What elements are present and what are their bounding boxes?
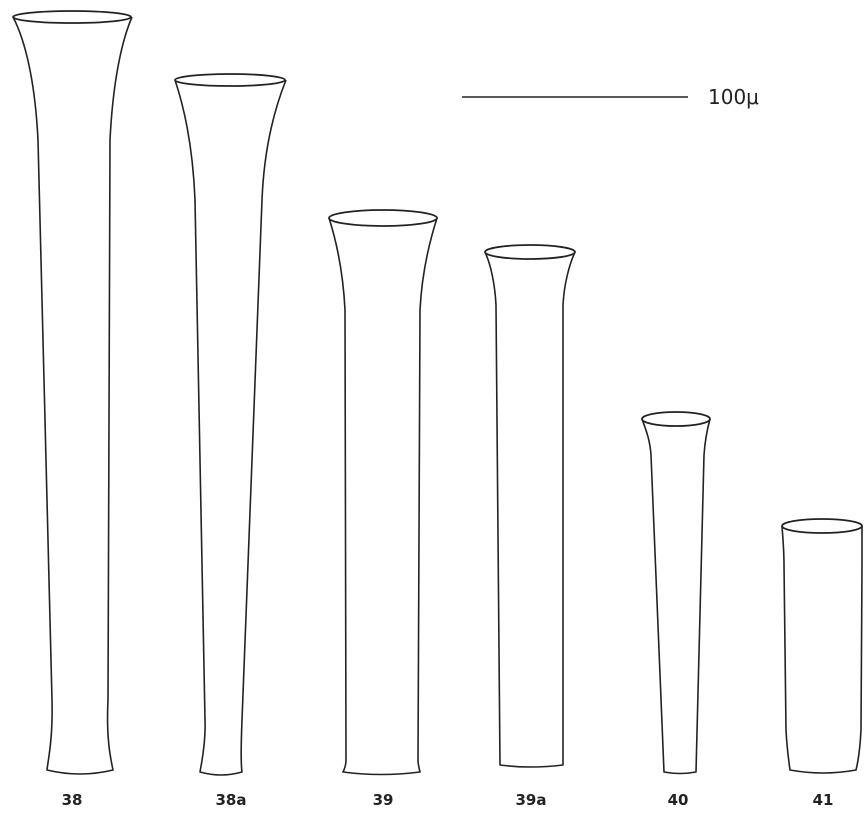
lorica-38a <box>174 73 287 776</box>
lorica-39 <box>328 209 438 776</box>
lorica-38 <box>12 10 133 775</box>
lorica-41 <box>781 518 863 774</box>
figure-label: 39a <box>516 791 547 809</box>
figure-label: 38a <box>216 791 247 809</box>
figure-label: 39 <box>373 791 394 809</box>
scale-bar: 100μ <box>462 85 759 109</box>
figure-label: 40 <box>668 791 689 809</box>
figure-label: 41 <box>813 791 834 809</box>
lorica-40 <box>641 411 711 775</box>
figure-label: 38 <box>62 791 83 809</box>
scale-label: 100μ <box>708 85 759 109</box>
lorica-39a <box>484 244 576 768</box>
